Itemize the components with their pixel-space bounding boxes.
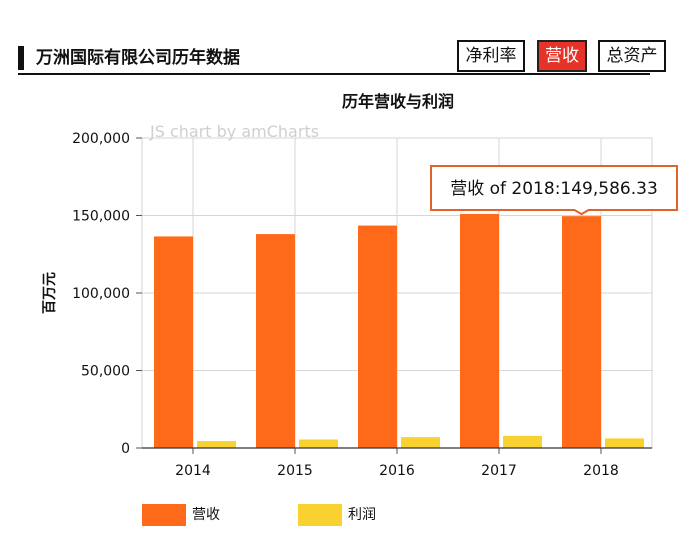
- bar-profit-2014: [197, 441, 236, 448]
- legend-item-profit[interactable]: 利润: [298, 500, 418, 528]
- bar-profit-2016: [401, 437, 440, 448]
- bar-profit-2017: [503, 435, 542, 448]
- bar-profit-2018: [605, 438, 644, 448]
- bar-revenue-2017: [460, 213, 499, 448]
- tooltip-text: 营收 of 2018:149,586.33: [450, 179, 658, 199]
- y-tick-label: 100,000: [72, 286, 130, 302]
- page-header: 万洲国际有限公司历年数据 净利率 营收 总资产: [18, 40, 666, 75]
- x-tick-label: 2014: [175, 463, 211, 479]
- header-divider: [18, 73, 650, 75]
- x-tick-label: 2016: [379, 463, 415, 479]
- bar-revenue-2015: [256, 234, 295, 448]
- legend-swatch-profit: [298, 504, 342, 526]
- legend-label-profit: 利润: [348, 507, 376, 523]
- y-tick-label: 0: [121, 441, 130, 457]
- bar-profit-2015: [299, 439, 338, 448]
- y-axis-label: 百万元: [42, 272, 58, 314]
- header-accent-bar: [18, 46, 24, 70]
- tab-total-assets[interactable]: 总资产: [598, 40, 666, 72]
- tooltip: 营收 of 2018:149,586.33: [430, 165, 678, 216]
- legend-label-revenue: 营收: [192, 507, 220, 523]
- y-tick-label: 150,000: [72, 209, 130, 225]
- legend-item-revenue[interactable]: 营收: [142, 500, 262, 528]
- y-tick-label: 50,000: [81, 364, 130, 380]
- bar-revenue-2014: [154, 236, 193, 448]
- watermark: JS chart by amCharts: [149, 122, 319, 141]
- y-tick-label: 200,000: [72, 131, 130, 147]
- x-tick-label: 2018: [583, 463, 619, 479]
- tab-revenue[interactable]: 营收: [537, 40, 587, 72]
- page-title: 万洲国际有限公司历年数据: [36, 48, 240, 68]
- bar-revenue-2018: [562, 216, 601, 448]
- x-tick-label: 2017: [481, 463, 517, 479]
- tab-net-margin[interactable]: 净利率: [457, 40, 525, 72]
- tooltip-box: [430, 165, 678, 216]
- legend-swatch-revenue: [142, 504, 186, 526]
- x-tick-label: 2015: [277, 463, 313, 479]
- chart-title: 历年营收与利润: [342, 92, 454, 111]
- bar-revenue-2016: [358, 225, 397, 448]
